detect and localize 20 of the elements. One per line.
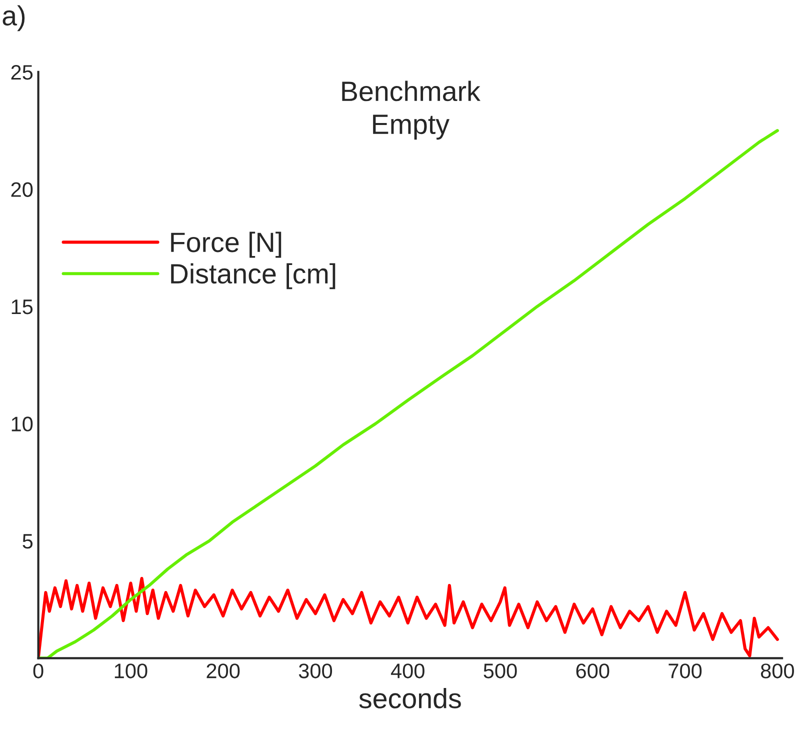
y-tick-label: 15 bbox=[12, 300, 33, 314]
x-tick-label: 600 bbox=[576, 664, 610, 678]
legend-label: Force [N] bbox=[171, 232, 282, 258]
y-tick-label: 20 bbox=[11, 182, 33, 197]
x-tick-label: 0 bbox=[33, 664, 44, 678]
line-series bbox=[38, 576, 779, 658]
y-tick-label: 5 bbox=[22, 534, 33, 549]
x-axis-title: seconds bbox=[359, 688, 461, 708]
x-tick-label: 800 bbox=[760, 664, 794, 678]
x-tick-label: 300 bbox=[298, 664, 332, 678]
x-tick-label: 200 bbox=[206, 664, 240, 678]
x-tick-label: 500 bbox=[484, 664, 517, 678]
x-tick-label: 700 bbox=[668, 664, 702, 678]
x-tick-label: 400 bbox=[390, 664, 424, 678]
x-tick-label: 100 bbox=[114, 664, 148, 678]
y-tick-label: 10 bbox=[12, 416, 33, 432]
text: a) bbox=[2, 5, 25, 32]
legend-label: Distance [cm] bbox=[171, 263, 336, 290]
y-tick-label: 25 bbox=[11, 64, 33, 80]
text: Benchmark Empty bbox=[342, 80, 480, 140]
